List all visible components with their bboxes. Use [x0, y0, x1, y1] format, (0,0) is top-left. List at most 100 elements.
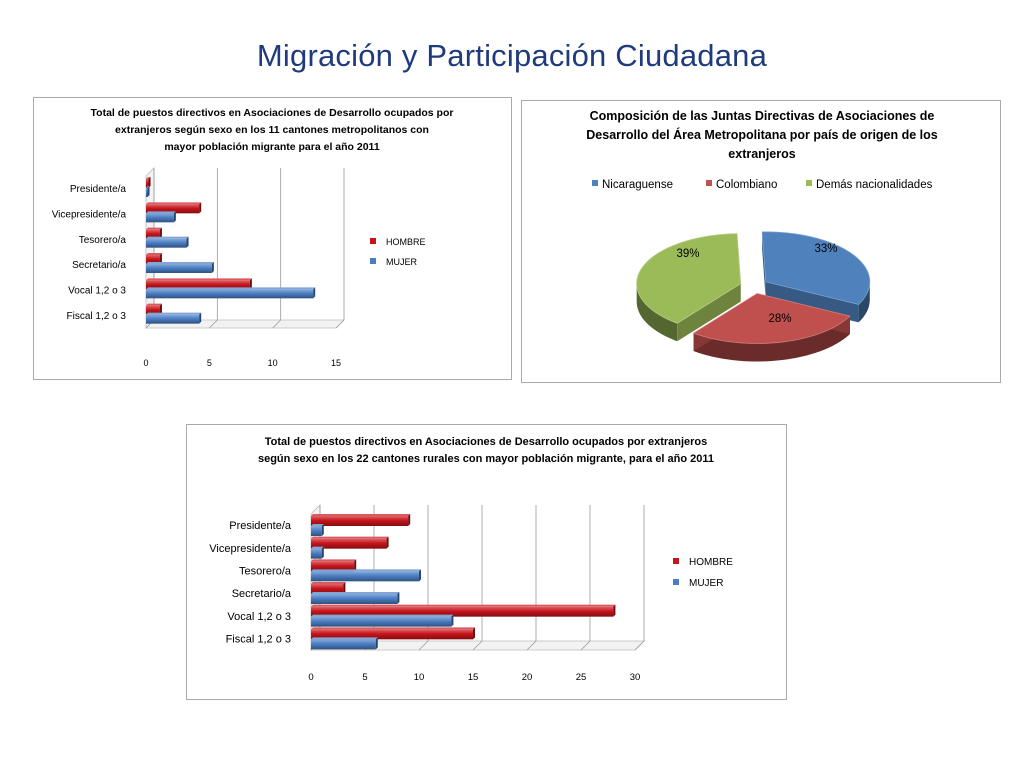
- bar-top-mujer: [146, 211, 176, 214]
- pie-slice-colombiano: [692, 293, 851, 344]
- category-label: Tesorero/a: [239, 566, 292, 578]
- bar-mujer: [311, 639, 376, 650]
- bar-top-mujer: [311, 592, 400, 594]
- gridline-floor: [472, 640, 483, 651]
- bar-top-mujer: [311, 637, 378, 640]
- x-tick-label: 30: [630, 672, 641, 683]
- bar-top-hombre: [146, 177, 151, 179]
- gridline-floor: [209, 319, 218, 329]
- bar-top-hombre: [311, 582, 346, 584]
- bar-hombre: [311, 538, 387, 549]
- chart-title-line: Total de puestos directivos en Asociacio…: [91, 107, 454, 119]
- bar-top-hombre: [146, 253, 162, 255]
- bar-mujer: [311, 616, 452, 627]
- bar-hombre: [146, 179, 149, 188]
- category-label: Secretario/a: [72, 260, 126, 271]
- bar-end-hombre: [159, 303, 162, 315]
- bar-end-mujer: [321, 524, 324, 536]
- bar-top-hombre: [311, 514, 411, 516]
- chart-title-line: Total de puestos directivos en Asociacio…: [265, 436, 708, 448]
- bar-hombre: [311, 584, 344, 594]
- legend-label: HOMBRE: [386, 237, 426, 247]
- category-label: Presidente/a: [70, 184, 127, 195]
- bar-hombre: [311, 629, 473, 640]
- x-tick-label: 15: [331, 358, 341, 368]
- category-label: Fiscal 1,2 o 3: [226, 634, 291, 646]
- bar-top-hombre: [146, 227, 162, 230]
- bar-end-hombre: [343, 582, 346, 594]
- bar-mujer: [311, 548, 322, 559]
- chart-title-line: extranjeros: [728, 147, 795, 161]
- bar-end-mujer: [147, 186, 150, 197]
- legend-swatch-hombre: [370, 238, 376, 244]
- bar-top-mujer: [146, 262, 214, 264]
- bar-hombre: [311, 561, 355, 572]
- rural-bar-chart: Total de puestos directivos en Asociacio…: [209, 436, 733, 683]
- bar-mujer: [146, 289, 314, 299]
- bar-end-hombre: [159, 253, 162, 264]
- pie-value-label: 28%: [768, 313, 791, 325]
- gridline-floor: [634, 640, 645, 651]
- gridline-floor: [272, 319, 281, 329]
- legend-label: Nicaraguense: [602, 179, 673, 191]
- bar-mujer: [311, 571, 419, 582]
- bar-top-mujer: [146, 312, 202, 315]
- legend-label: MUJER: [689, 578, 723, 589]
- category-label: Vocal 1,2 o 3: [68, 286, 126, 297]
- legend-label: Demás nacionalidades: [816, 179, 933, 191]
- legend-swatch-mujer: [370, 258, 376, 264]
- chart-title-line: extranjeros según sexo en los 11 cantone…: [115, 124, 429, 136]
- category-label: Fiscal 1,2 o 3: [67, 311, 127, 322]
- bar-mujer: [146, 188, 148, 197]
- legend-swatch: [706, 180, 712, 186]
- bar-top-hombre: [146, 202, 202, 205]
- pie-slice-side: [636, 283, 678, 342]
- category-label: Vicepresidente/a: [209, 543, 292, 555]
- legend-label: Colombiano: [716, 179, 777, 191]
- bar-end-mujer: [186, 236, 189, 248]
- legend-label: MUJER: [386, 257, 417, 267]
- bar-end-hombre: [408, 514, 411, 526]
- bar-hombre: [311, 516, 409, 526]
- bar-end-mujer: [211, 262, 214, 273]
- pie-slice-side: [858, 281, 870, 323]
- bar-end-hombre: [249, 278, 252, 290]
- bar-end-mujer: [321, 546, 324, 559]
- bar-top-hombre: [311, 627, 475, 630]
- pie-slice-side: [693, 316, 850, 362]
- bar-end-mujer: [199, 312, 202, 324]
- pie-value-label: 33%: [814, 243, 837, 255]
- legend-swatch: [806, 180, 812, 186]
- pie-value-label: 39%: [676, 248, 699, 260]
- bar-top-hombre: [311, 559, 357, 562]
- bar-end-mujer: [397, 592, 400, 604]
- legend-swatch: [592, 180, 598, 186]
- bar-end-hombre: [613, 604, 616, 617]
- bar-top-mujer: [146, 287, 316, 290]
- x-tick-label: 0: [308, 672, 313, 683]
- category-label: Vicepresidente/a: [52, 210, 127, 221]
- bar-end-hombre: [354, 559, 357, 572]
- pie-slice-edge: [677, 283, 741, 342]
- metropolitan-bar-chart: Total de puestos directivos en Asociacio…: [52, 107, 454, 368]
- bar-end-mujer: [451, 614, 454, 627]
- bar-top-hombre: [311, 604, 616, 607]
- bar-end-hombre: [386, 536, 389, 549]
- bar-top-mujer: [311, 614, 454, 617]
- bar-end-hombre: [159, 227, 162, 239]
- bar-end-mujer: [419, 569, 421, 582]
- bar-end-hombre: [473, 627, 475, 640]
- bar-top-mujer: [311, 546, 324, 549]
- chart-panel-pie: Composición de las Juntas Directivas de …: [521, 100, 1001, 383]
- legend-swatch-hombre: [673, 558, 679, 564]
- x-tick-label: 0: [143, 358, 148, 368]
- bar-top-hombre: [146, 278, 252, 281]
- gridline-floor: [526, 640, 537, 651]
- slide-title: Migración y Participación Ciudadana: [256, 38, 768, 73]
- bar-mujer: [311, 526, 322, 536]
- category-label: Vocal 1,2 o 3: [227, 611, 291, 623]
- bar-hombre: [146, 280, 250, 290]
- bar-top-mujer: [146, 186, 150, 188]
- x-tick-label: 20: [522, 672, 533, 683]
- bar-top-hombre: [311, 536, 389, 539]
